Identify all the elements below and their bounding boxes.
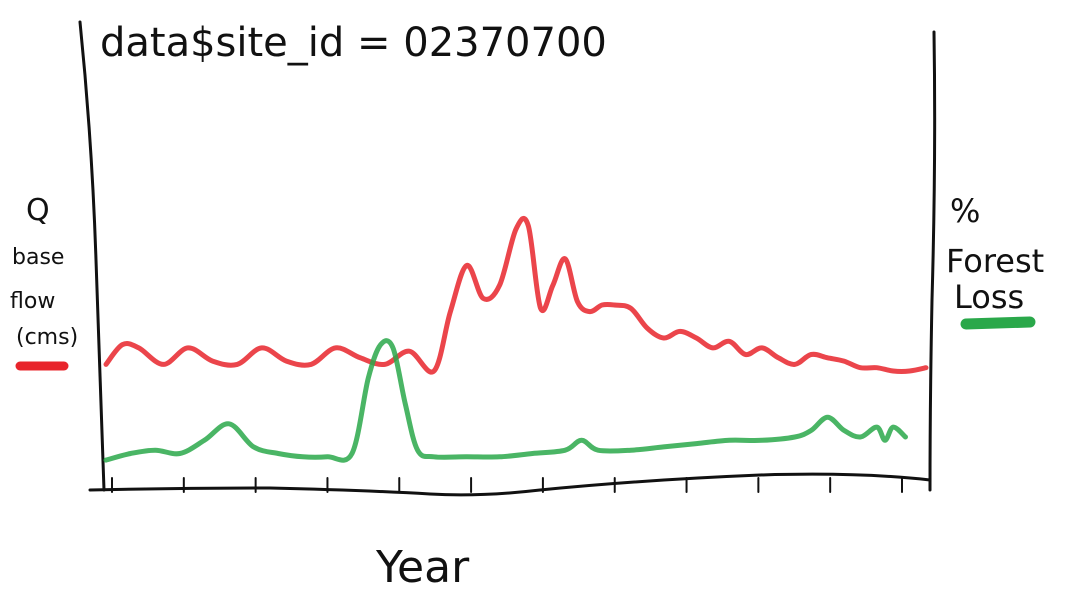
y-label-right-line: Forest xyxy=(946,242,1044,280)
series-line-baseflow xyxy=(103,215,929,375)
y-axis-label-right: % Forest Loss xyxy=(946,192,1044,330)
y-axis-label-left: Q base flow (cms) xyxy=(10,193,78,371)
y-label-right-line: Loss xyxy=(954,278,1024,316)
y-label-right-line: % xyxy=(950,192,980,230)
left-axis-line xyxy=(78,20,106,492)
x-axis-line xyxy=(88,472,932,497)
y-label-left-line: (cms) xyxy=(16,325,78,350)
x-axis-ticks xyxy=(111,477,903,493)
x-axis-label: Year xyxy=(375,542,470,593)
series-line-forest-loss xyxy=(103,338,908,463)
series-layer xyxy=(103,215,929,463)
chart-title: data$site_id = 02370700 xyxy=(100,20,607,66)
right-axis-line xyxy=(928,30,937,492)
plot-frame xyxy=(78,20,937,497)
y-label-left-line: Q xyxy=(26,193,50,228)
legend-swatch-right xyxy=(960,316,1036,330)
y-label-left-line: base xyxy=(12,245,64,270)
y-label-left-line: flow xyxy=(10,289,55,314)
